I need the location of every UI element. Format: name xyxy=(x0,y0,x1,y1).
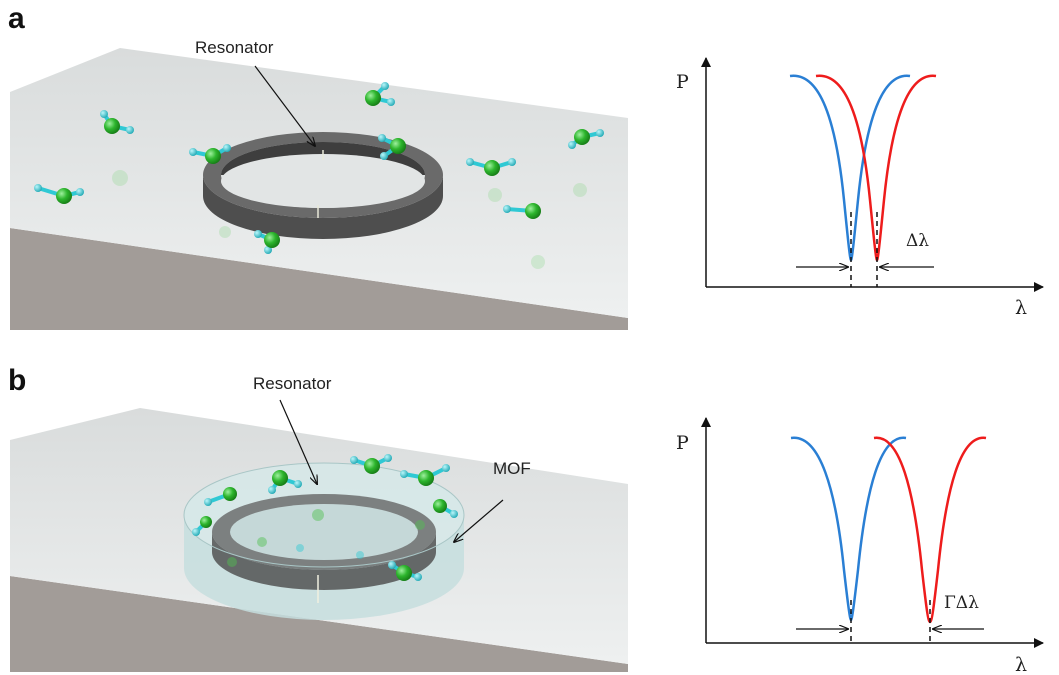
panel-a-illustration: Resonator xyxy=(10,38,628,330)
molecule xyxy=(503,203,541,219)
panel-b-letter: b xyxy=(8,364,27,397)
resonator-label-b: Resonator xyxy=(253,374,332,393)
molecule xyxy=(350,454,392,474)
resonator-label-a: Resonator xyxy=(195,38,274,57)
y-axis-label-b: P xyxy=(676,432,689,454)
molecule xyxy=(204,487,237,506)
molecule xyxy=(388,561,422,581)
resonator-pointer-b xyxy=(279,399,317,484)
molecule xyxy=(192,516,212,536)
molecule xyxy=(433,499,458,518)
shift-label-b: ΓΔλ xyxy=(944,593,979,613)
graph-a: P λ Δλ xyxy=(676,57,1044,319)
x-axis-label-b: λ xyxy=(1015,654,1027,675)
graph-b: P λ ΓΔλ xyxy=(676,417,1044,675)
panel-a-letter: a xyxy=(8,2,25,35)
molecules-a xyxy=(34,82,604,269)
molecule xyxy=(268,470,302,494)
molecule xyxy=(378,134,406,160)
x-axis-label-a: λ xyxy=(1015,297,1027,319)
molecule xyxy=(34,184,84,204)
molecule xyxy=(100,110,134,134)
molecule xyxy=(365,82,395,106)
panel-b-illustration: Resonator MOF xyxy=(10,374,628,672)
mof-label: MOF xyxy=(493,459,531,478)
molecules-b xyxy=(192,454,458,581)
molecule xyxy=(568,129,604,149)
mof-pointer xyxy=(454,499,504,542)
substrate-side xyxy=(10,228,628,330)
molecule xyxy=(400,464,450,486)
molecule xyxy=(189,144,231,164)
molecule xyxy=(254,230,280,254)
resonance-curve-before-b xyxy=(790,436,907,622)
molecule xyxy=(466,158,516,176)
mof-cladding xyxy=(183,462,465,620)
resonator-pointer-a xyxy=(254,65,315,146)
resonator-ring xyxy=(203,132,443,239)
y-axis-label-a: P xyxy=(676,71,689,93)
shift-label-a: Δλ xyxy=(906,231,929,251)
substrate-side xyxy=(10,576,628,672)
